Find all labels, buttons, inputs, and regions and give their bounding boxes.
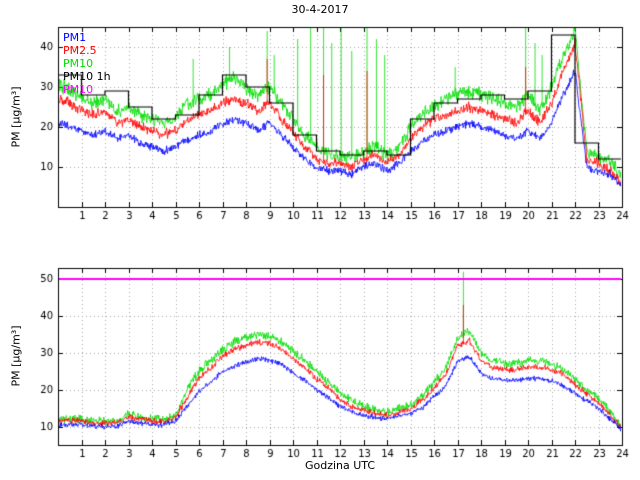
legend-item: PM1 [63,31,87,44]
legend-item: PM10 [63,83,94,96]
upper-y-axis-label: PM [µg/m³] [9,86,23,148]
legend-item: PM2.5 [63,44,97,57]
x-axis-label: Godzina UTC [304,459,376,472]
legend: PM1 PM2.5 PM10 PM10 1h PM10 [63,31,111,96]
legend-item: PM10 1h [63,70,111,83]
figure-title: 30-4-2017 [291,3,349,16]
lower-y-axis-label: PM [µg/m³] [9,325,23,387]
legend-item: PM10 [63,57,94,70]
